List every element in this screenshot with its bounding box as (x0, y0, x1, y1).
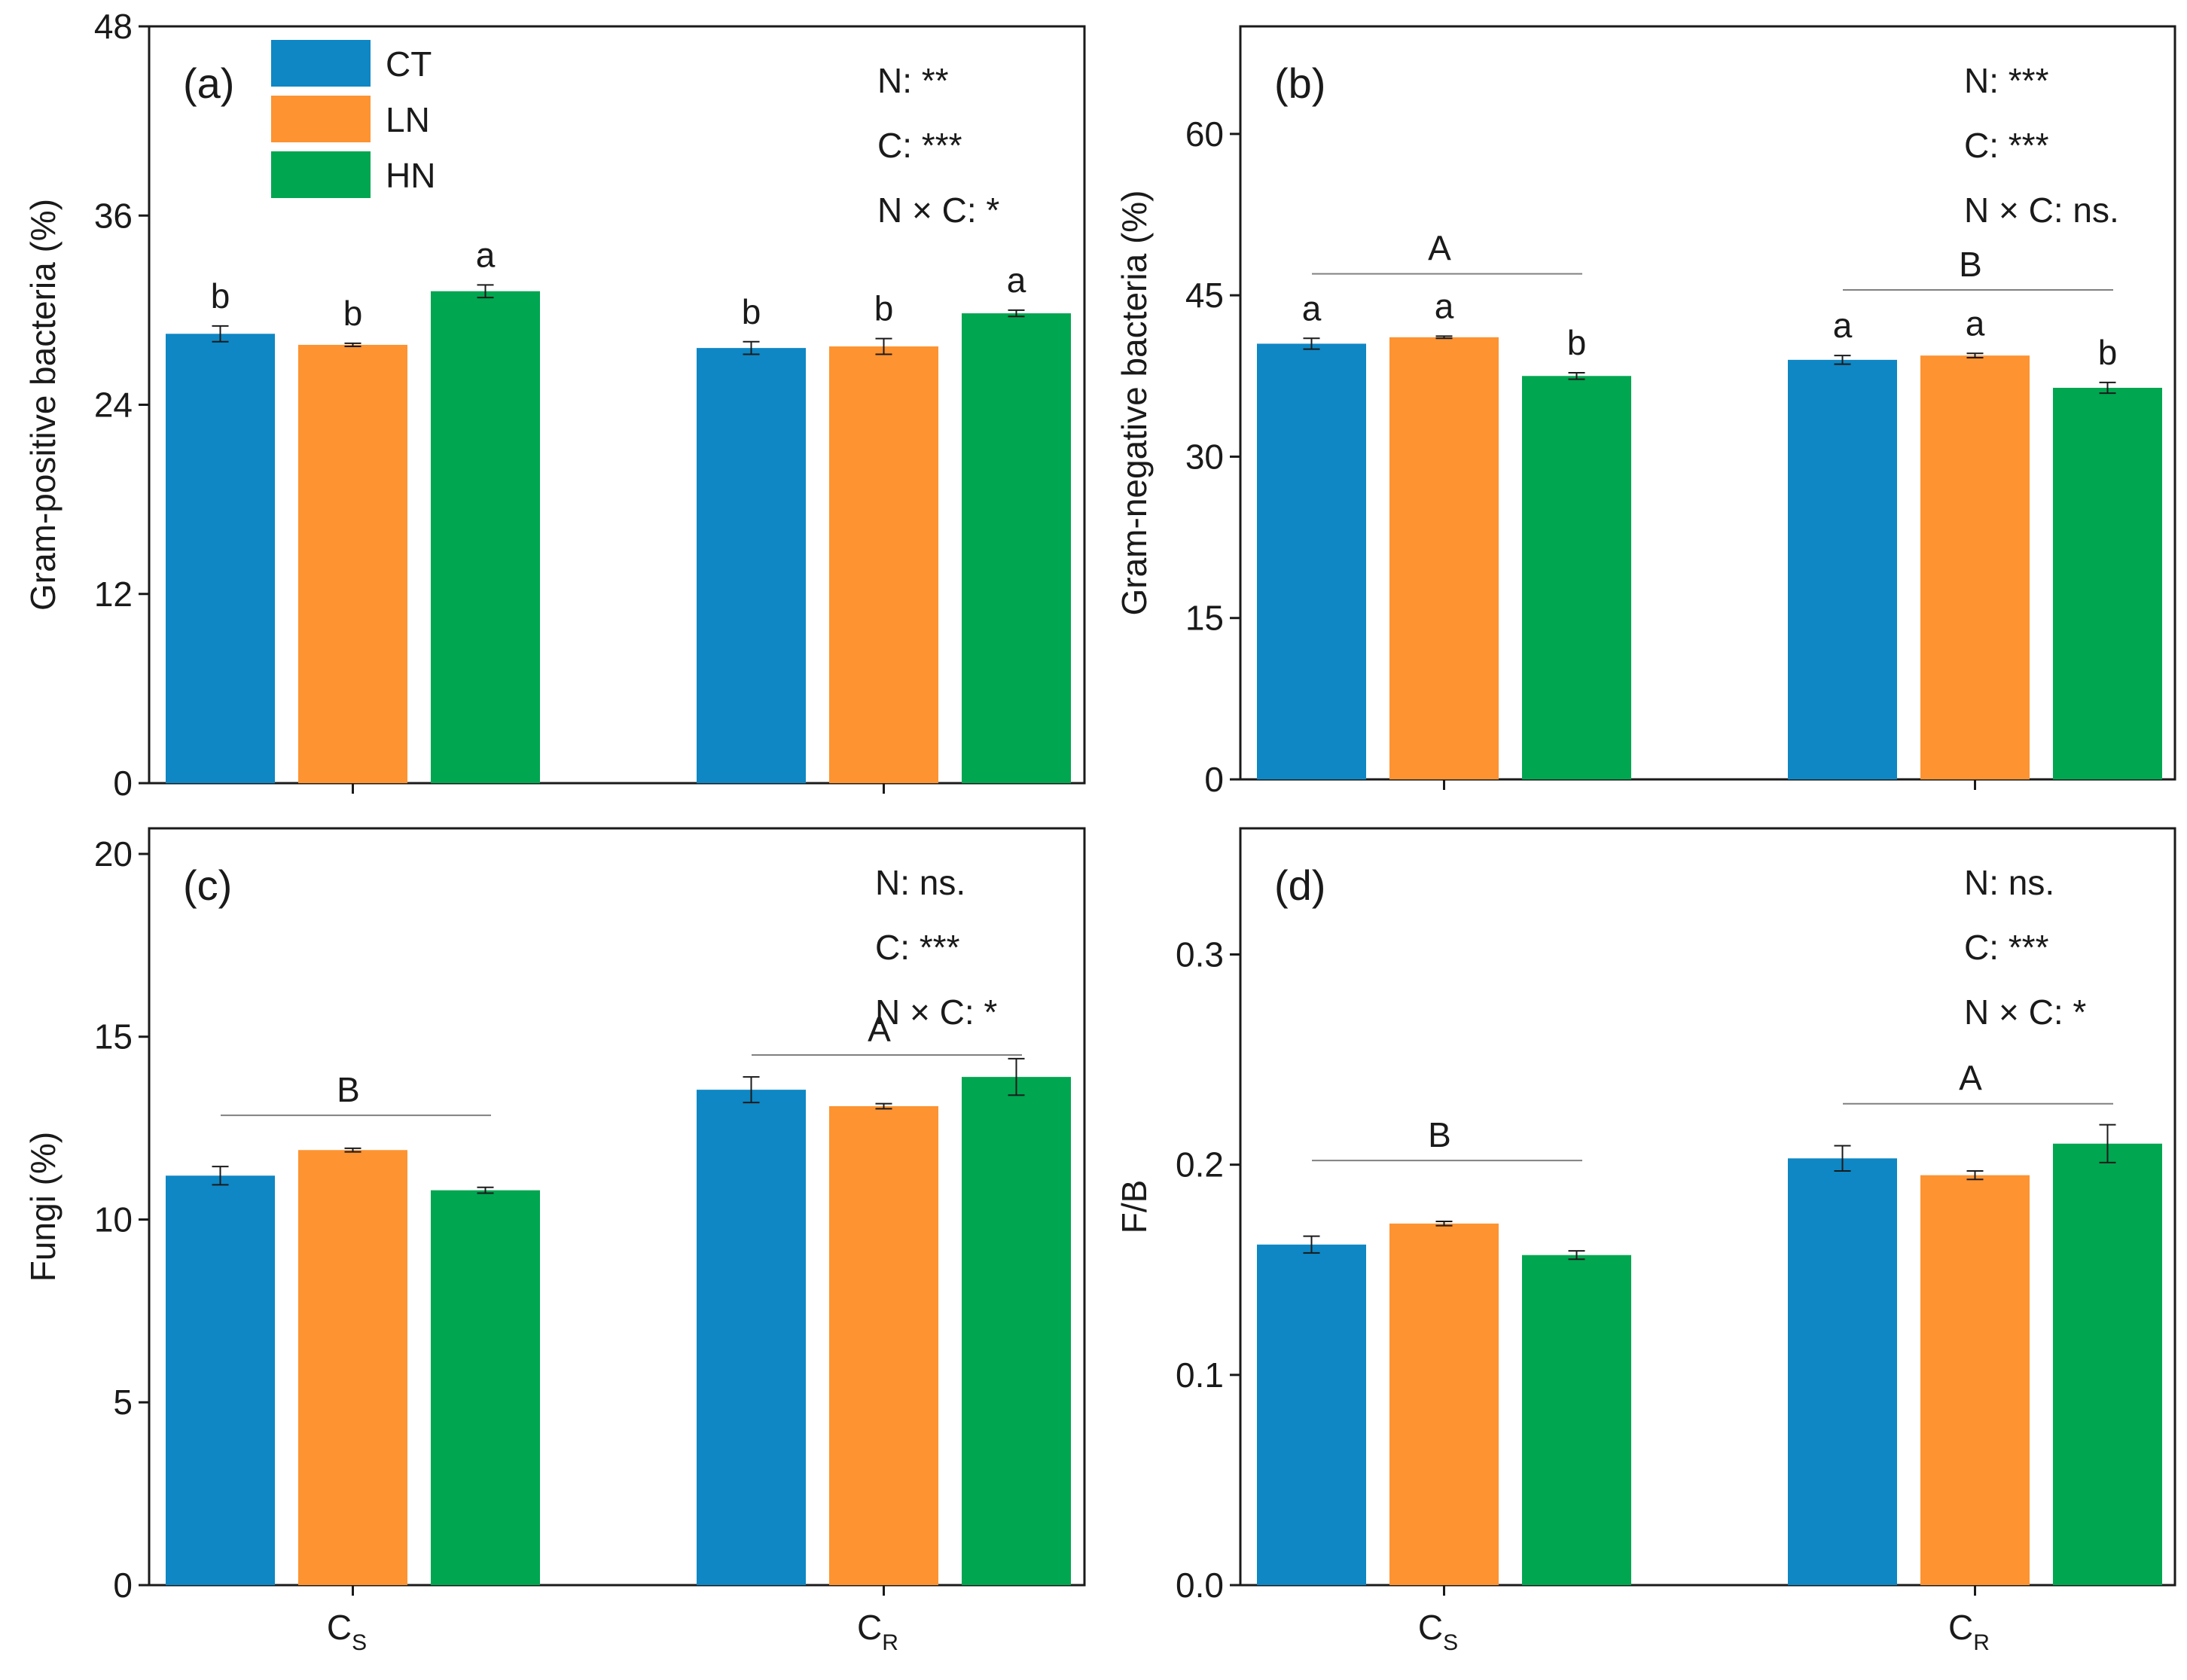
y-tick-label: 45 (1185, 276, 1224, 315)
y-tick-label: 0 (113, 1566, 133, 1605)
significance-letter: a (1833, 306, 1853, 345)
stat-annotation: C: *** (1964, 126, 2049, 165)
y-tick-label: 15 (1185, 599, 1224, 638)
bar-CT-CS (166, 334, 275, 783)
legend-swatch-HN (271, 151, 371, 198)
bar-HN-CR (2053, 388, 2162, 779)
bar-LN-CS (1389, 1223, 1499, 1585)
legend-swatch-CT (271, 40, 371, 87)
y-tick-label: 12 (94, 575, 133, 614)
stat-annotation: N: *** (1964, 61, 2049, 100)
bar-LN-CR (1920, 355, 2030, 780)
significance-letter: b (742, 292, 761, 331)
bar-HN-CR (962, 1077, 1071, 1585)
stat-annotation: C: *** (1964, 928, 2049, 967)
panel-label: (b) (1274, 59, 1325, 107)
panel-label: (a) (183, 59, 234, 107)
significance-letter: a (1435, 286, 1454, 325)
y-tick-label: 5 (113, 1383, 133, 1422)
group-letter: A (868, 1010, 891, 1049)
x-tick-label: CR (1948, 1608, 1990, 1655)
y-tick-label: 0 (1204, 760, 1224, 799)
y-tick-label: 0.0 (1176, 1566, 1224, 1605)
y-tick-label: 10 (94, 1200, 133, 1239)
legend-swatch-LN (271, 96, 371, 142)
stat-annotation: N: ns. (875, 863, 965, 902)
group-letter: B (337, 1070, 360, 1109)
bar-CT-CR (1788, 1158, 1897, 1585)
bar-HN-CR (962, 313, 1071, 783)
bar-LN-CS (298, 344, 407, 783)
significance-letter: a (1007, 261, 1026, 300)
bar-HN-CS (431, 1190, 540, 1585)
y-tick-label: 0.1 (1176, 1355, 1224, 1395)
y-axis-label: Gram-positive bacteria (%) (23, 199, 63, 611)
y-tick-label: 24 (94, 386, 133, 425)
significance-letter: b (874, 289, 894, 328)
stat-annotation: N: ns. (1964, 863, 2054, 902)
legend-label: HN (386, 156, 435, 195)
stat-annotation: N × C: ns. (1964, 191, 2119, 230)
bar-HN-CS (431, 291, 540, 783)
bar-CT-CS (1257, 343, 1366, 779)
y-tick-label: 0.3 (1176, 935, 1224, 974)
stat-annotation: N: ** (877, 61, 949, 100)
legend-label: CT (386, 44, 432, 84)
significance-letter: b (211, 276, 230, 316)
y-tick-label: 30 (1185, 437, 1224, 476)
bar-CT-CR (697, 1090, 806, 1585)
y-tick-label: 15 (94, 1017, 133, 1056)
bar-HN-CS (1522, 1255, 1631, 1585)
bar-CT-CS (166, 1175, 275, 1585)
stat-annotation: N × C: * (877, 191, 999, 230)
bar-LN-CS (1389, 337, 1499, 779)
significance-letter: b (343, 294, 363, 333)
panel-label: (c) (183, 861, 232, 909)
stat-annotation: C: *** (875, 928, 960, 967)
y-axis-label: Fungi (%) (23, 1132, 63, 1282)
bar-HN-CR (2053, 1143, 2162, 1585)
bar-LN-CR (1920, 1175, 2030, 1585)
plot-frame (1239, 827, 2176, 1587)
y-tick-label: 48 (94, 7, 133, 46)
bar-HN-CS (1522, 376, 1631, 779)
x-tick-label: CS (1418, 1608, 1458, 1655)
x-tick-label: CR (857, 1608, 898, 1655)
x-tick-label: CS (327, 1608, 367, 1655)
significance-letter: b (2098, 333, 2118, 372)
group-letter: B (1959, 245, 1982, 284)
stat-annotation: N × C: * (1964, 992, 2086, 1032)
plot-frame (148, 827, 1086, 1587)
significance-letter: a (1966, 303, 1985, 343)
legend-label: LN (386, 100, 430, 139)
y-tick-label: 60 (1185, 114, 1224, 154)
panel-a: 0 12 24 36 48 Gram-positive bacteria (%) b b b b a… (23, 7, 1086, 803)
stat-annotation: C: *** (877, 126, 962, 165)
y-axis-label: F/B (1115, 1180, 1154, 1234)
y-tick-label: 36 (94, 196, 133, 235)
stat-annotation: N × C: * (875, 992, 997, 1032)
bar-CT-CR (697, 348, 806, 783)
bar-LN-CR (829, 346, 938, 783)
panel-b: 0 15 30 45 60 Gram-negative bacteria (%) a a a a b… (1115, 25, 2176, 799)
significance-letter: a (1302, 288, 1322, 328)
group-letter: A (1428, 229, 1451, 268)
bar-LN-CS (298, 1150, 407, 1585)
panel-d: 0.0 0.1 0.2 0.3 F/B CS CR B A (d) N: ns. C: *** N × … (1115, 827, 2176, 1655)
group-letter: A (1959, 1059, 1982, 1098)
panel-c: 0 5 10 15 20 Fungi (%) CS CR B A (c) N: ns. C: *** N … (23, 827, 1086, 1655)
significance-letter: b (1567, 323, 1587, 362)
y-tick-label: 20 (94, 834, 133, 874)
bar-CT-CR (1788, 359, 1897, 779)
panel-label: (d) (1274, 861, 1325, 909)
y-tick-label: 0.2 (1176, 1145, 1224, 1185)
bar-LN-CR (829, 1105, 938, 1585)
y-tick-label: 0 (113, 764, 133, 803)
plot-frame (1239, 25, 2176, 781)
group-letter: B (1428, 1115, 1451, 1154)
y-axis-label: Gram-negative bacteria (%) (1115, 191, 1154, 616)
bar-CT-CS (1257, 1244, 1366, 1585)
significance-letter: a (476, 235, 496, 274)
